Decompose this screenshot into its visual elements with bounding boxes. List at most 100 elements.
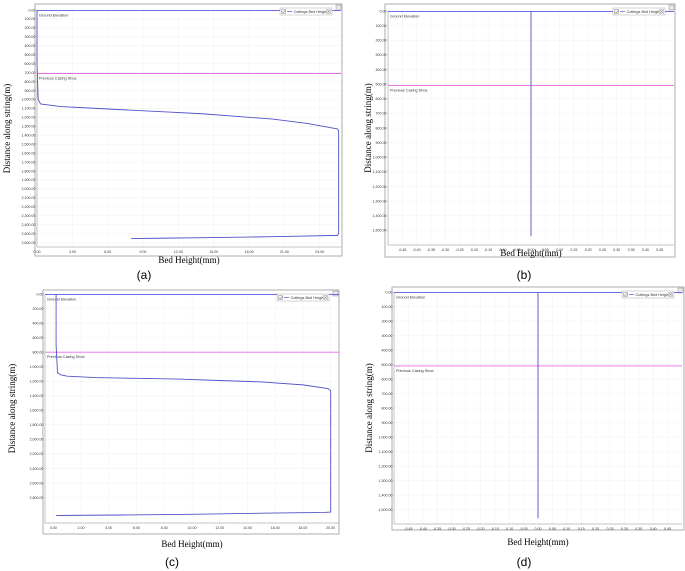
x-tick-label: -0.40 <box>419 527 427 531</box>
x-tick-label: -0.35 <box>433 527 441 531</box>
close-icon <box>660 10 663 13</box>
y-tick-label: 2,000.00 <box>30 438 44 442</box>
x-tick-label: 0.20 <box>592 527 599 531</box>
check-icon <box>624 293 628 297</box>
y-tick-label: 1,500.00 <box>22 142 36 146</box>
y-tick-label: 1,300.00 <box>379 479 393 483</box>
x-tick-label: 0.00 <box>34 250 41 254</box>
close-icon <box>324 296 327 299</box>
x-tick-label: -0.10 <box>505 527 513 531</box>
legend-label: Cuttings Bed Height <box>291 296 326 300</box>
corner-scroll-button[interactable] <box>332 290 339 297</box>
x-tick-label: 10.00 <box>188 526 197 530</box>
y-tick-label: 700.00 <box>382 392 393 396</box>
legend-label: Cuttings Bed Height <box>636 293 671 297</box>
x-tick-label: 0.45 <box>656 248 663 252</box>
x-tick-label: 8.00 <box>161 526 168 530</box>
legend-checkbox[interactable] <box>281 9 286 14</box>
x-tick-label: 0.00 <box>535 527 542 531</box>
x-axis-title: Bed Height(mm) <box>158 255 219 265</box>
legend-box <box>279 7 333 16</box>
annotation-casing-shoe: Previous Casing Shoe <box>390 89 428 93</box>
legend-checkbox[interactable] <box>623 292 628 297</box>
x-tick-label: -0.30 <box>441 248 449 252</box>
x-tick-label: 2.00 <box>78 526 85 530</box>
x-tick-label: 18.00 <box>245 250 254 254</box>
y-tick-label: 800.00 <box>33 350 44 354</box>
x-tick-label: -0.30 <box>447 527 455 531</box>
y-tick-label: 700.00 <box>376 112 387 116</box>
y-tick-label: 800.00 <box>376 126 387 130</box>
y-tick-label: 800.00 <box>25 80 36 84</box>
corner-scroll-button[interactable] <box>668 4 675 11</box>
x-tick-label: 16.00 <box>271 526 280 530</box>
x-tick-label: -0.05 <box>513 248 521 252</box>
x-tick-label: 0.10 <box>563 527 570 531</box>
x-tick-label: 21.00 <box>280 250 289 254</box>
x-tick-label: 0.15 <box>578 527 585 531</box>
y-tick-label: 800.00 <box>382 406 393 410</box>
x-tick-label: -0.40 <box>412 248 420 252</box>
y-tick-label: 2,400.00 <box>30 467 44 471</box>
y-tick-label: 2,100.00 <box>22 196 36 200</box>
y-tick-label: 2,600.00 <box>22 241 36 245</box>
y-tick-label: 1,300.00 <box>22 125 36 129</box>
legend[interactable]: Cuttings Bed Height <box>612 7 666 16</box>
x-axis-title: Bed Height(mm) <box>161 539 222 549</box>
annotation-casing-shoe: Previous Casing Shoe <box>39 76 77 80</box>
y-tick-label: 2,600.00 <box>30 481 44 485</box>
x-tick-label: 4.00 <box>105 526 112 530</box>
y-tick-label: 1,600.00 <box>22 151 36 155</box>
annotation-ground-elevation: Ground Elevation <box>39 14 68 18</box>
corner-scroll-button[interactable] <box>335 4 342 11</box>
y-tick-label: 1,000.00 <box>379 435 393 439</box>
legend-box <box>276 293 330 302</box>
chart-panel-c: 0.00 2.00 4.00 6.00 8.00 10.00 12.00 14.00 16.00… <box>7 289 340 569</box>
x-tick-label: 0.40 <box>650 527 657 531</box>
y-tick-label: 200.00 <box>25 26 36 30</box>
legend[interactable]: Cuttings Bed Height <box>276 293 330 302</box>
y-tick-label: 1,100.00 <box>373 170 387 174</box>
x-tick-label: 0.25 <box>599 248 606 252</box>
legend-checkbox[interactable] <box>614 9 619 14</box>
x-tick-label: 9.00 <box>140 250 147 254</box>
x-tick-label: 0.35 <box>635 527 642 531</box>
y-tick-label: 600.00 <box>25 62 36 66</box>
legend[interactable]: Cuttings Bed Height <box>279 7 333 16</box>
legend[interactable]: Cuttings Bed Height <box>621 290 675 299</box>
x-tick-label: 12.00 <box>174 250 183 254</box>
y-tick-label: 1,200.00 <box>22 116 36 120</box>
x-tick-label: 0.30 <box>621 527 628 531</box>
y-tick-label: 100.00 <box>25 17 36 21</box>
x-tick-label: -0.10 <box>498 248 506 252</box>
y-tick-label: 500.00 <box>25 53 36 57</box>
check-icon <box>282 10 286 14</box>
panel-caption: (c) <box>165 555 179 569</box>
y-tick-label: 1,900.00 <box>22 178 36 182</box>
y-tick-label: 1,500.00 <box>379 508 393 512</box>
chart-frame <box>384 3 676 258</box>
y-tick-label: 500.00 <box>376 82 387 86</box>
x-tick-label: -0.25 <box>455 248 463 252</box>
y-tick-label: 1,500.00 <box>373 229 387 233</box>
y-tick-label: 500.00 <box>382 363 393 367</box>
y-tick-label: 300.00 <box>376 53 387 57</box>
x-tick-label: 0.20 <box>585 248 592 252</box>
legend-checkbox[interactable] <box>278 295 283 300</box>
close-icon <box>669 293 672 296</box>
close-icon <box>327 10 330 13</box>
x-tick-label: 20.00 <box>326 526 335 530</box>
y-tick-label: 1,400.00 <box>373 214 387 218</box>
y-tick-label: 1,300.00 <box>373 199 387 203</box>
x-axis-title: Bed Height(mm) <box>507 537 568 547</box>
y-tick-label: 1,100.00 <box>379 450 393 454</box>
y-tick-label: 1,800.00 <box>22 169 36 173</box>
y-tick-label: 400.00 <box>382 348 393 352</box>
panel-caption: (d) <box>517 555 532 569</box>
x-tick-label: 6.00 <box>104 250 111 254</box>
x-tick-label: -0.05 <box>519 527 527 531</box>
y-tick-label: 1,800.00 <box>30 423 44 427</box>
y-tick-label: 200.00 <box>382 319 393 323</box>
annotation-casing-shoe: Previous Casing Shoe <box>396 369 434 373</box>
y-tick-label: 900.00 <box>25 89 36 93</box>
